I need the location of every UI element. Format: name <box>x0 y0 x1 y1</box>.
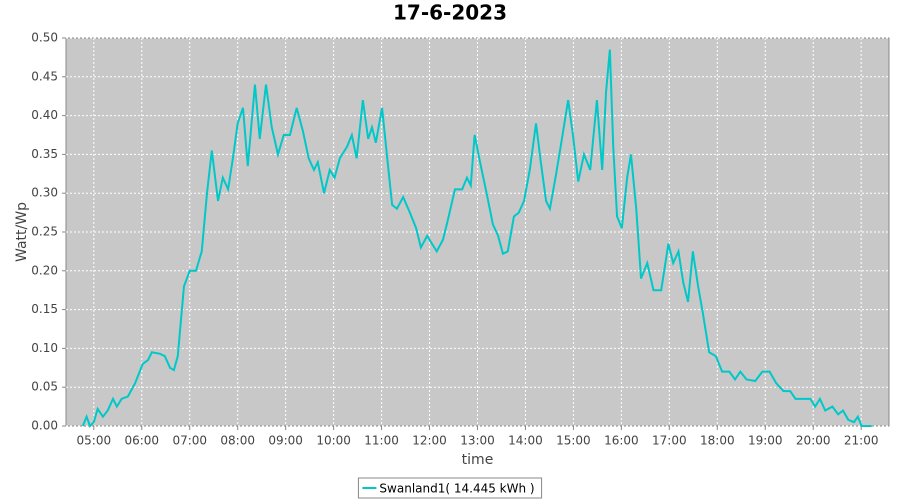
y-tick-label: 0.00 <box>31 419 58 433</box>
data-line <box>81 49 872 428</box>
x-tick-label: 06:00 <box>124 434 159 448</box>
y-tick-label: 0.20 <box>31 263 58 277</box>
y-tick-label: 0.10 <box>31 341 58 355</box>
x-tick-label: 11:00 <box>364 434 399 448</box>
x-tick-label: 20:00 <box>796 434 831 448</box>
x-axis-label: time <box>462 452 494 468</box>
x-tick-label: 16:00 <box>604 434 639 448</box>
x-tick-label: 15:00 <box>556 434 591 448</box>
x-tick-label: 18:00 <box>700 434 735 448</box>
y-tick-label: 0.05 <box>31 380 58 394</box>
x-tick-label: 17:00 <box>652 434 687 448</box>
legend-label: Swanland1( 14.445 kWh ) <box>379 482 534 496</box>
x-tick-label: 14:00 <box>508 434 543 448</box>
y-tick-label: 0.50 <box>31 31 58 45</box>
legend: Swanland1( 14.445 kWh ) <box>357 477 543 499</box>
x-tick-label: 12:00 <box>412 434 447 448</box>
x-tick-label: 13:00 <box>460 434 495 448</box>
x-tick-label: 21:00 <box>844 434 879 448</box>
y-tick-label: 0.15 <box>31 302 58 316</box>
x-tick-label: 05:00 <box>77 434 112 448</box>
y-tick-label: 0.35 <box>31 147 58 161</box>
y-tick-label: 0.30 <box>31 186 58 200</box>
chart-title: 17-6-2023 <box>393 1 507 25</box>
x-tick-label: 07:00 <box>172 434 207 448</box>
x-tick-label: 09:00 <box>268 434 303 448</box>
x-tick-label: 08:00 <box>220 434 255 448</box>
y-axis-label: Watt/Wp <box>14 202 30 262</box>
legend-box <box>357 477 543 499</box>
y-tick-label: 0.40 <box>31 108 58 122</box>
x-tick-label: 10:00 <box>316 434 351 448</box>
x-tick-label: 19:00 <box>748 434 783 448</box>
y-tick-label: 0.25 <box>31 225 58 239</box>
y-tick-label: 0.45 <box>31 69 58 83</box>
